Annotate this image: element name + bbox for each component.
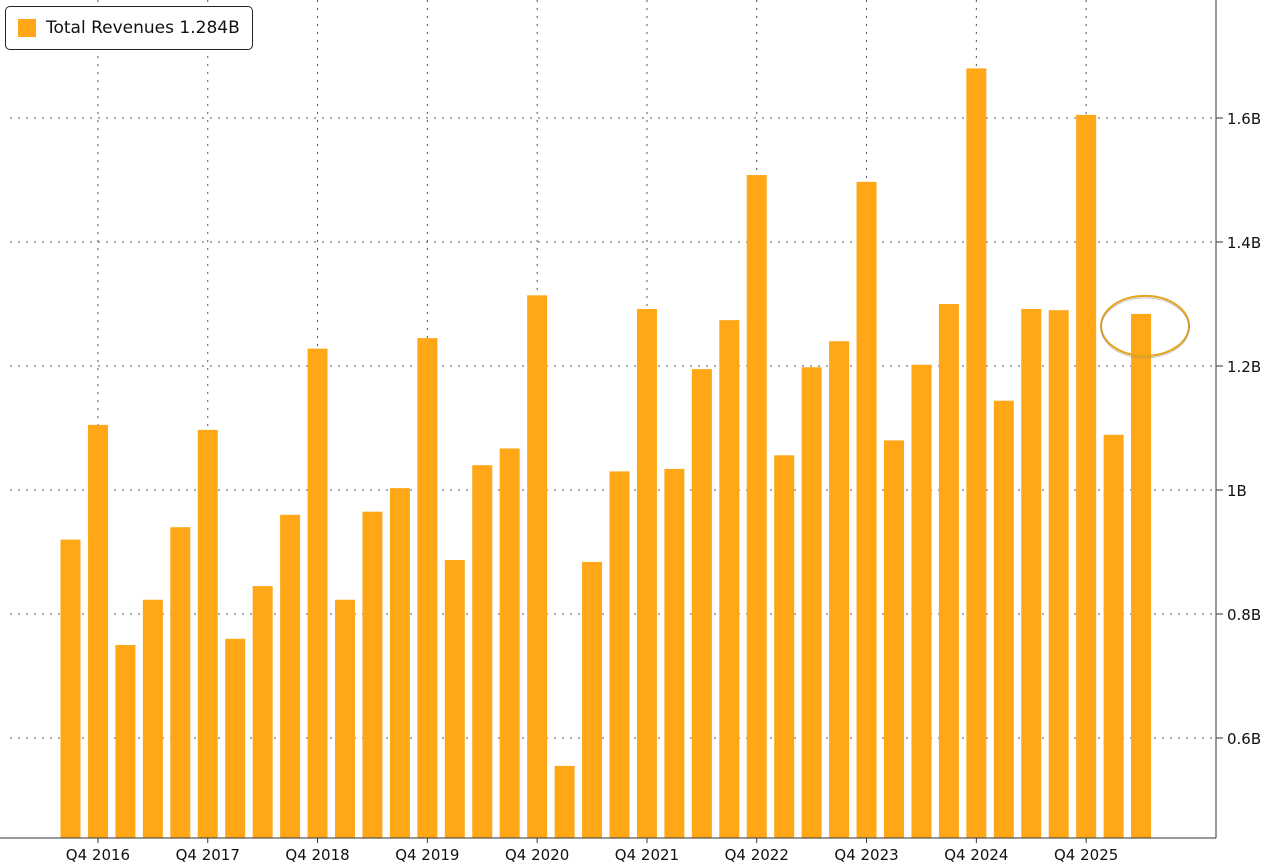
bar	[1076, 114, 1097, 838]
bar	[719, 320, 740, 838]
bars	[60, 68, 1152, 839]
bar	[1131, 313, 1152, 838]
bar	[252, 586, 273, 838]
bar	[746, 175, 767, 839]
x-tick-label: Q4 2024	[944, 846, 1008, 864]
y-tick-label: 1.4B	[1227, 234, 1261, 252]
bar	[938, 304, 959, 838]
bar	[829, 341, 850, 838]
bar	[115, 645, 136, 838]
legend-series-name: Total Revenues	[46, 18, 174, 38]
bar	[472, 465, 493, 838]
bar	[307, 348, 328, 838]
bar	[911, 364, 932, 838]
bar	[582, 561, 603, 838]
bar	[554, 765, 575, 838]
annotations	[1100, 294, 1191, 359]
x-tick-label: Q4 2022	[725, 846, 789, 864]
x-axis: Q4 2016 Q4 2017 Q4 2018 Q4 2019 Q4 2020 Q4 20…	[0, 837, 1216, 864]
x-tick-label: Q4 2016	[66, 846, 130, 864]
bar	[280, 514, 301, 838]
x-tick-label: Q4 2020	[505, 846, 569, 864]
bar	[444, 560, 465, 838]
x-tick-label: Q4 2025	[1054, 846, 1118, 864]
bar	[60, 539, 81, 838]
bar	[142, 599, 163, 838]
y-tick-label: 0.8B	[1227, 606, 1261, 624]
bar	[389, 488, 410, 838]
bar	[1021, 308, 1042, 839]
bar	[225, 638, 246, 838]
x-tick-label: Q4 2021	[615, 846, 679, 864]
bar	[87, 424, 108, 838]
bar	[362, 511, 383, 838]
bar	[993, 400, 1014, 838]
bar	[609, 471, 630, 838]
legend: Total Revenues 1.284B	[5, 6, 253, 50]
bar	[417, 338, 438, 838]
x-tick-label: Q4 2017	[176, 846, 240, 864]
bar	[691, 369, 712, 838]
bar	[856, 181, 877, 839]
bar	[774, 455, 795, 838]
bar	[664, 468, 685, 838]
bar	[966, 68, 987, 838]
legend-label: Total Revenues 1.284B	[46, 18, 240, 38]
bar	[499, 448, 520, 838]
bar	[884, 440, 904, 838]
y-tick-label: 1B	[1227, 482, 1247, 500]
x-tick-label: Q4 2023	[834, 846, 898, 864]
y-tick-label: 1.6B	[1227, 110, 1261, 128]
highlight-circle-shadow	[1100, 297, 1190, 359]
legend-swatch	[18, 19, 36, 37]
bar	[801, 367, 822, 838]
bar	[636, 308, 657, 839]
bar	[1103, 434, 1124, 838]
bar	[335, 599, 355, 838]
legend-last-value: 1.284B	[179, 18, 240, 38]
y-tick-label: 0.6B	[1227, 730, 1261, 748]
y-tick-label: 1.2B	[1227, 358, 1261, 376]
y-axis: 0.6B 0.8B 1B 1.2B 1.4B 1.6B	[1215, 0, 1261, 838]
bar	[197, 429, 218, 838]
bar	[527, 295, 548, 838]
bar	[1048, 310, 1069, 838]
x-tick-label: Q4 2018	[285, 846, 349, 864]
x-tick-label: Q4 2019	[395, 846, 459, 864]
bar	[170, 527, 191, 838]
